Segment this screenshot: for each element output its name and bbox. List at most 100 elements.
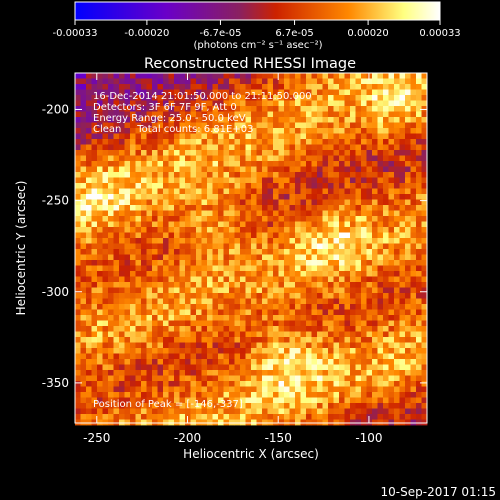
heatmap-cell bbox=[108, 139, 114, 145]
heatmap-cell bbox=[80, 304, 87, 310]
heatmap-cell bbox=[196, 221, 202, 228]
heatmap-cell bbox=[300, 271, 307, 277]
heatmap-cell bbox=[102, 392, 109, 398]
heatmap-cell bbox=[383, 128, 389, 134]
heatmap-cell bbox=[229, 315, 235, 321]
heatmap-cell bbox=[185, 106, 191, 112]
heatmap-cell bbox=[245, 183, 252, 189]
heatmap-cell bbox=[223, 150, 230, 156]
info-line-energy: Energy Range: 25.0 - 50.0 keV bbox=[93, 113, 246, 124]
heatmap-cell bbox=[152, 254, 158, 261]
heatmap-cell bbox=[328, 337, 334, 343]
heatmap-cell bbox=[388, 122, 395, 129]
heatmap-cell bbox=[207, 128, 213, 134]
heatmap-cell bbox=[168, 78, 175, 85]
heatmap-cell bbox=[245, 155, 252, 162]
heatmap-cell bbox=[113, 188, 120, 195]
heatmap-cell bbox=[240, 359, 246, 365]
heatmap-cell bbox=[278, 282, 285, 288]
heatmap-cell bbox=[388, 287, 395, 294]
heatmap-cell bbox=[119, 260, 125, 266]
heatmap-cell bbox=[284, 166, 290, 173]
heatmap-cell bbox=[317, 106, 323, 112]
heatmap-cell bbox=[190, 359, 197, 365]
heatmap-cell bbox=[300, 188, 307, 195]
heatmap-cell bbox=[86, 282, 92, 288]
heatmap-cell bbox=[229, 293, 235, 299]
heatmap-cell bbox=[405, 161, 411, 167]
heatmap-cell bbox=[394, 359, 400, 365]
heatmap-cell bbox=[421, 287, 428, 294]
heatmap-cell bbox=[251, 315, 257, 321]
heatmap-cell bbox=[135, 227, 142, 233]
heatmap-cell bbox=[108, 210, 114, 217]
heatmap-cell bbox=[240, 408, 246, 415]
heatmap-cell bbox=[267, 315, 274, 321]
heatmap-cell bbox=[97, 293, 103, 299]
heatmap-cell bbox=[317, 155, 323, 162]
heatmap-cell bbox=[355, 414, 362, 420]
heatmap-cell bbox=[179, 342, 186, 349]
heatmap-cell bbox=[399, 348, 406, 354]
heatmap-cell bbox=[245, 122, 252, 129]
heatmap-cell bbox=[377, 265, 384, 272]
heatmap-cell bbox=[284, 370, 290, 376]
heatmap-cell bbox=[240, 331, 246, 338]
colorbar-unit-label: (photons cm⁻² s⁻¹ asec⁻²) bbox=[193, 40, 322, 51]
heatmap-cell bbox=[146, 111, 153, 118]
heatmap-cell bbox=[190, 227, 197, 233]
heatmap-cell bbox=[267, 144, 274, 151]
heatmap-cell bbox=[383, 183, 389, 189]
heatmap-cell bbox=[196, 304, 202, 310]
heatmap-cell bbox=[394, 216, 400, 222]
heatmap-cell bbox=[179, 243, 186, 250]
heatmap-cell bbox=[284, 260, 290, 266]
heatmap-cell bbox=[196, 386, 202, 393]
heatmap-cell bbox=[108, 260, 114, 266]
heatmap-cell bbox=[322, 199, 329, 206]
heatmap-cell bbox=[218, 348, 224, 354]
heatmap-cell bbox=[421, 177, 428, 184]
heatmap-cell bbox=[229, 375, 235, 382]
heatmap-cell bbox=[201, 381, 208, 387]
heatmap-cell bbox=[75, 89, 81, 96]
heatmap-cell bbox=[130, 216, 136, 222]
heatmap-cell bbox=[295, 364, 301, 371]
heatmap-cell bbox=[130, 249, 136, 255]
heatmap-cell bbox=[97, 282, 103, 288]
heatmap-cell bbox=[229, 210, 235, 217]
heatmap-cell bbox=[240, 315, 246, 321]
heatmap-cell bbox=[333, 364, 340, 371]
heatmap-cell bbox=[295, 276, 301, 283]
heatmap-cell bbox=[229, 397, 235, 404]
heatmap-cell bbox=[146, 309, 153, 316]
heatmap-cell bbox=[278, 155, 285, 162]
heatmap-cell bbox=[86, 342, 92, 349]
heatmap-cell bbox=[223, 139, 230, 145]
heatmap-cell bbox=[80, 111, 87, 118]
heatmap-cell bbox=[75, 265, 81, 272]
heatmap-cell bbox=[75, 337, 81, 343]
heatmap-cell bbox=[130, 315, 136, 321]
heatmap-cell bbox=[124, 419, 131, 426]
heatmap-cell bbox=[234, 320, 241, 327]
heatmap-cell bbox=[201, 271, 208, 277]
heatmap-cell bbox=[168, 117, 175, 123]
heatmap-cell bbox=[240, 232, 246, 239]
heatmap-cell bbox=[240, 128, 246, 134]
heatmap-cell bbox=[383, 342, 389, 349]
heatmap-cell bbox=[141, 183, 147, 189]
heatmap-cell bbox=[223, 221, 230, 228]
heatmap-cell bbox=[388, 342, 395, 349]
heatmap-cell bbox=[86, 276, 92, 283]
heatmap-cell bbox=[344, 320, 351, 327]
heatmap-cell bbox=[262, 210, 268, 217]
heatmap-cell bbox=[278, 271, 285, 277]
heatmap-cell bbox=[207, 243, 213, 250]
heatmap-cell bbox=[130, 117, 136, 123]
heatmap-cell bbox=[174, 304, 180, 310]
heatmap-cell bbox=[394, 309, 400, 316]
heatmap-cell bbox=[80, 183, 87, 189]
heatmap-cell bbox=[284, 144, 290, 151]
heatmap-cell bbox=[245, 304, 252, 310]
